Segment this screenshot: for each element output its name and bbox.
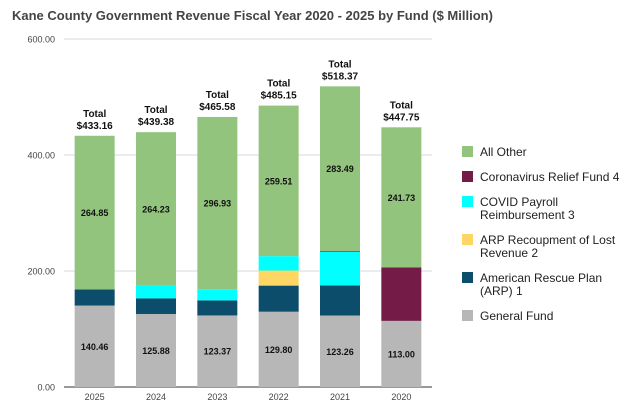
total-label-line: $485.15 [261, 91, 298, 102]
legend-swatch [462, 196, 473, 207]
bar-segment [136, 132, 176, 286]
total-label: Total $439.38 [138, 105, 175, 128]
data-label: 264.23 [142, 204, 170, 214]
bar-segment [320, 315, 360, 387]
bar-segment [258, 105, 299, 257]
bar-segment [197, 289, 238, 301]
legend-item: American Rescue Plan (ARP) 1 [462, 272, 620, 298]
bar-segment [381, 127, 422, 268]
total-label: Total $518.37 [322, 59, 359, 82]
total-label: Total $447.75 [383, 100, 420, 123]
legend-label: COVID Payroll Reimbursement 3 [480, 195, 575, 222]
legend-swatch [462, 272, 473, 283]
bar-segment [258, 285, 299, 312]
legend: All Other Coronavirus Relief Fund 4 COVID … [462, 146, 620, 335]
x-tick-label: 2020 [391, 392, 411, 402]
legend-item: General Fund [462, 310, 620, 323]
total-label-line: Total [83, 109, 106, 120]
data-label: 113.00 [388, 350, 415, 360]
bar-segment [74, 289, 115, 306]
bar-segment [320, 285, 360, 316]
bar-segment [320, 250, 360, 252]
legend-label: American Rescue Plan (ARP) 1 [480, 271, 603, 298]
legend-item: ARP Recoupment of Lost Revenue 2 [462, 234, 620, 260]
bar-segment [136, 298, 176, 314]
bar-segment [258, 311, 299, 387]
bar-segment [381, 267, 422, 321]
x-tick-label: 2025 [85, 392, 105, 402]
bar-segment [320, 251, 360, 286]
total-label-line: $439.38 [138, 117, 175, 128]
x-tick-label: 2024 [146, 392, 166, 402]
legend-label: Coronavirus Relief Fund 4 [480, 170, 620, 184]
y-tick-label: 200.00 [27, 267, 55, 277]
total-label-line: Total [206, 90, 229, 101]
y-tick-label: 0.00 [37, 383, 55, 393]
total-label: Total $433.16 [77, 109, 114, 132]
legend-swatch [462, 146, 473, 157]
bar-segment [381, 320, 422, 322]
total-label-line: $447.75 [383, 112, 420, 123]
x-tick-label: 2022 [269, 392, 289, 402]
legend-item: Coronavirus Relief Fund 4 [462, 171, 620, 184]
data-label: 123.37 [204, 347, 232, 357]
data-label: 241.73 [388, 193, 416, 203]
legend-swatch [462, 171, 473, 182]
bar-segment [136, 285, 176, 299]
x-tick-label: 2021 [330, 392, 350, 402]
bar-segment [320, 86, 360, 251]
legend-item: COVID Payroll Reimbursement 3 [462, 196, 620, 222]
bar-segment [258, 270, 299, 286]
bar-segment [74, 305, 115, 387]
bar-segment [197, 315, 238, 387]
chart-title: Kane County Government Revenue Fiscal Ye… [12, 8, 493, 23]
total-label-line: $465.58 [199, 102, 236, 113]
total-label-line: Total [144, 105, 167, 116]
legend-label: ARP Recoupment of Lost Revenue 2 [480, 233, 616, 260]
data-label: 140.46 [81, 342, 109, 352]
y-tick-label: 600.00 [27, 35, 55, 45]
x-tick-label: 2023 [207, 392, 227, 402]
total-label-line: Total [267, 79, 290, 90]
data-label: 264.85 [81, 208, 109, 218]
bar-segment [197, 300, 238, 316]
y-tick-label: 400.00 [27, 151, 55, 161]
bar-segment [381, 321, 422, 387]
bar-segment [258, 256, 299, 271]
total-label: Total $485.15 [261, 79, 298, 102]
data-label: 125.88 [142, 346, 170, 356]
total-label-line: Total [390, 100, 413, 111]
data-label: 283.49 [326, 164, 354, 174]
data-label: 296.93 [204, 199, 232, 209]
total-label-line: Total [328, 59, 351, 70]
legend-label: All Other [480, 145, 527, 159]
total-label: Total $465.58 [199, 90, 236, 113]
legend-swatch [462, 234, 473, 245]
legend-item: All Other [462, 146, 620, 159]
legend-label: General Fund [480, 309, 554, 323]
bar-segment [197, 116, 238, 290]
legend-swatch [462, 310, 473, 321]
data-label: 123.26 [326, 347, 354, 357]
data-label: 129.80 [265, 345, 293, 355]
bar-segment [74, 135, 115, 290]
total-label-line: $518.37 [322, 71, 359, 82]
bar-segment [136, 313, 176, 387]
total-label-line: $433.16 [77, 121, 114, 132]
data-label: 259.51 [265, 176, 293, 186]
